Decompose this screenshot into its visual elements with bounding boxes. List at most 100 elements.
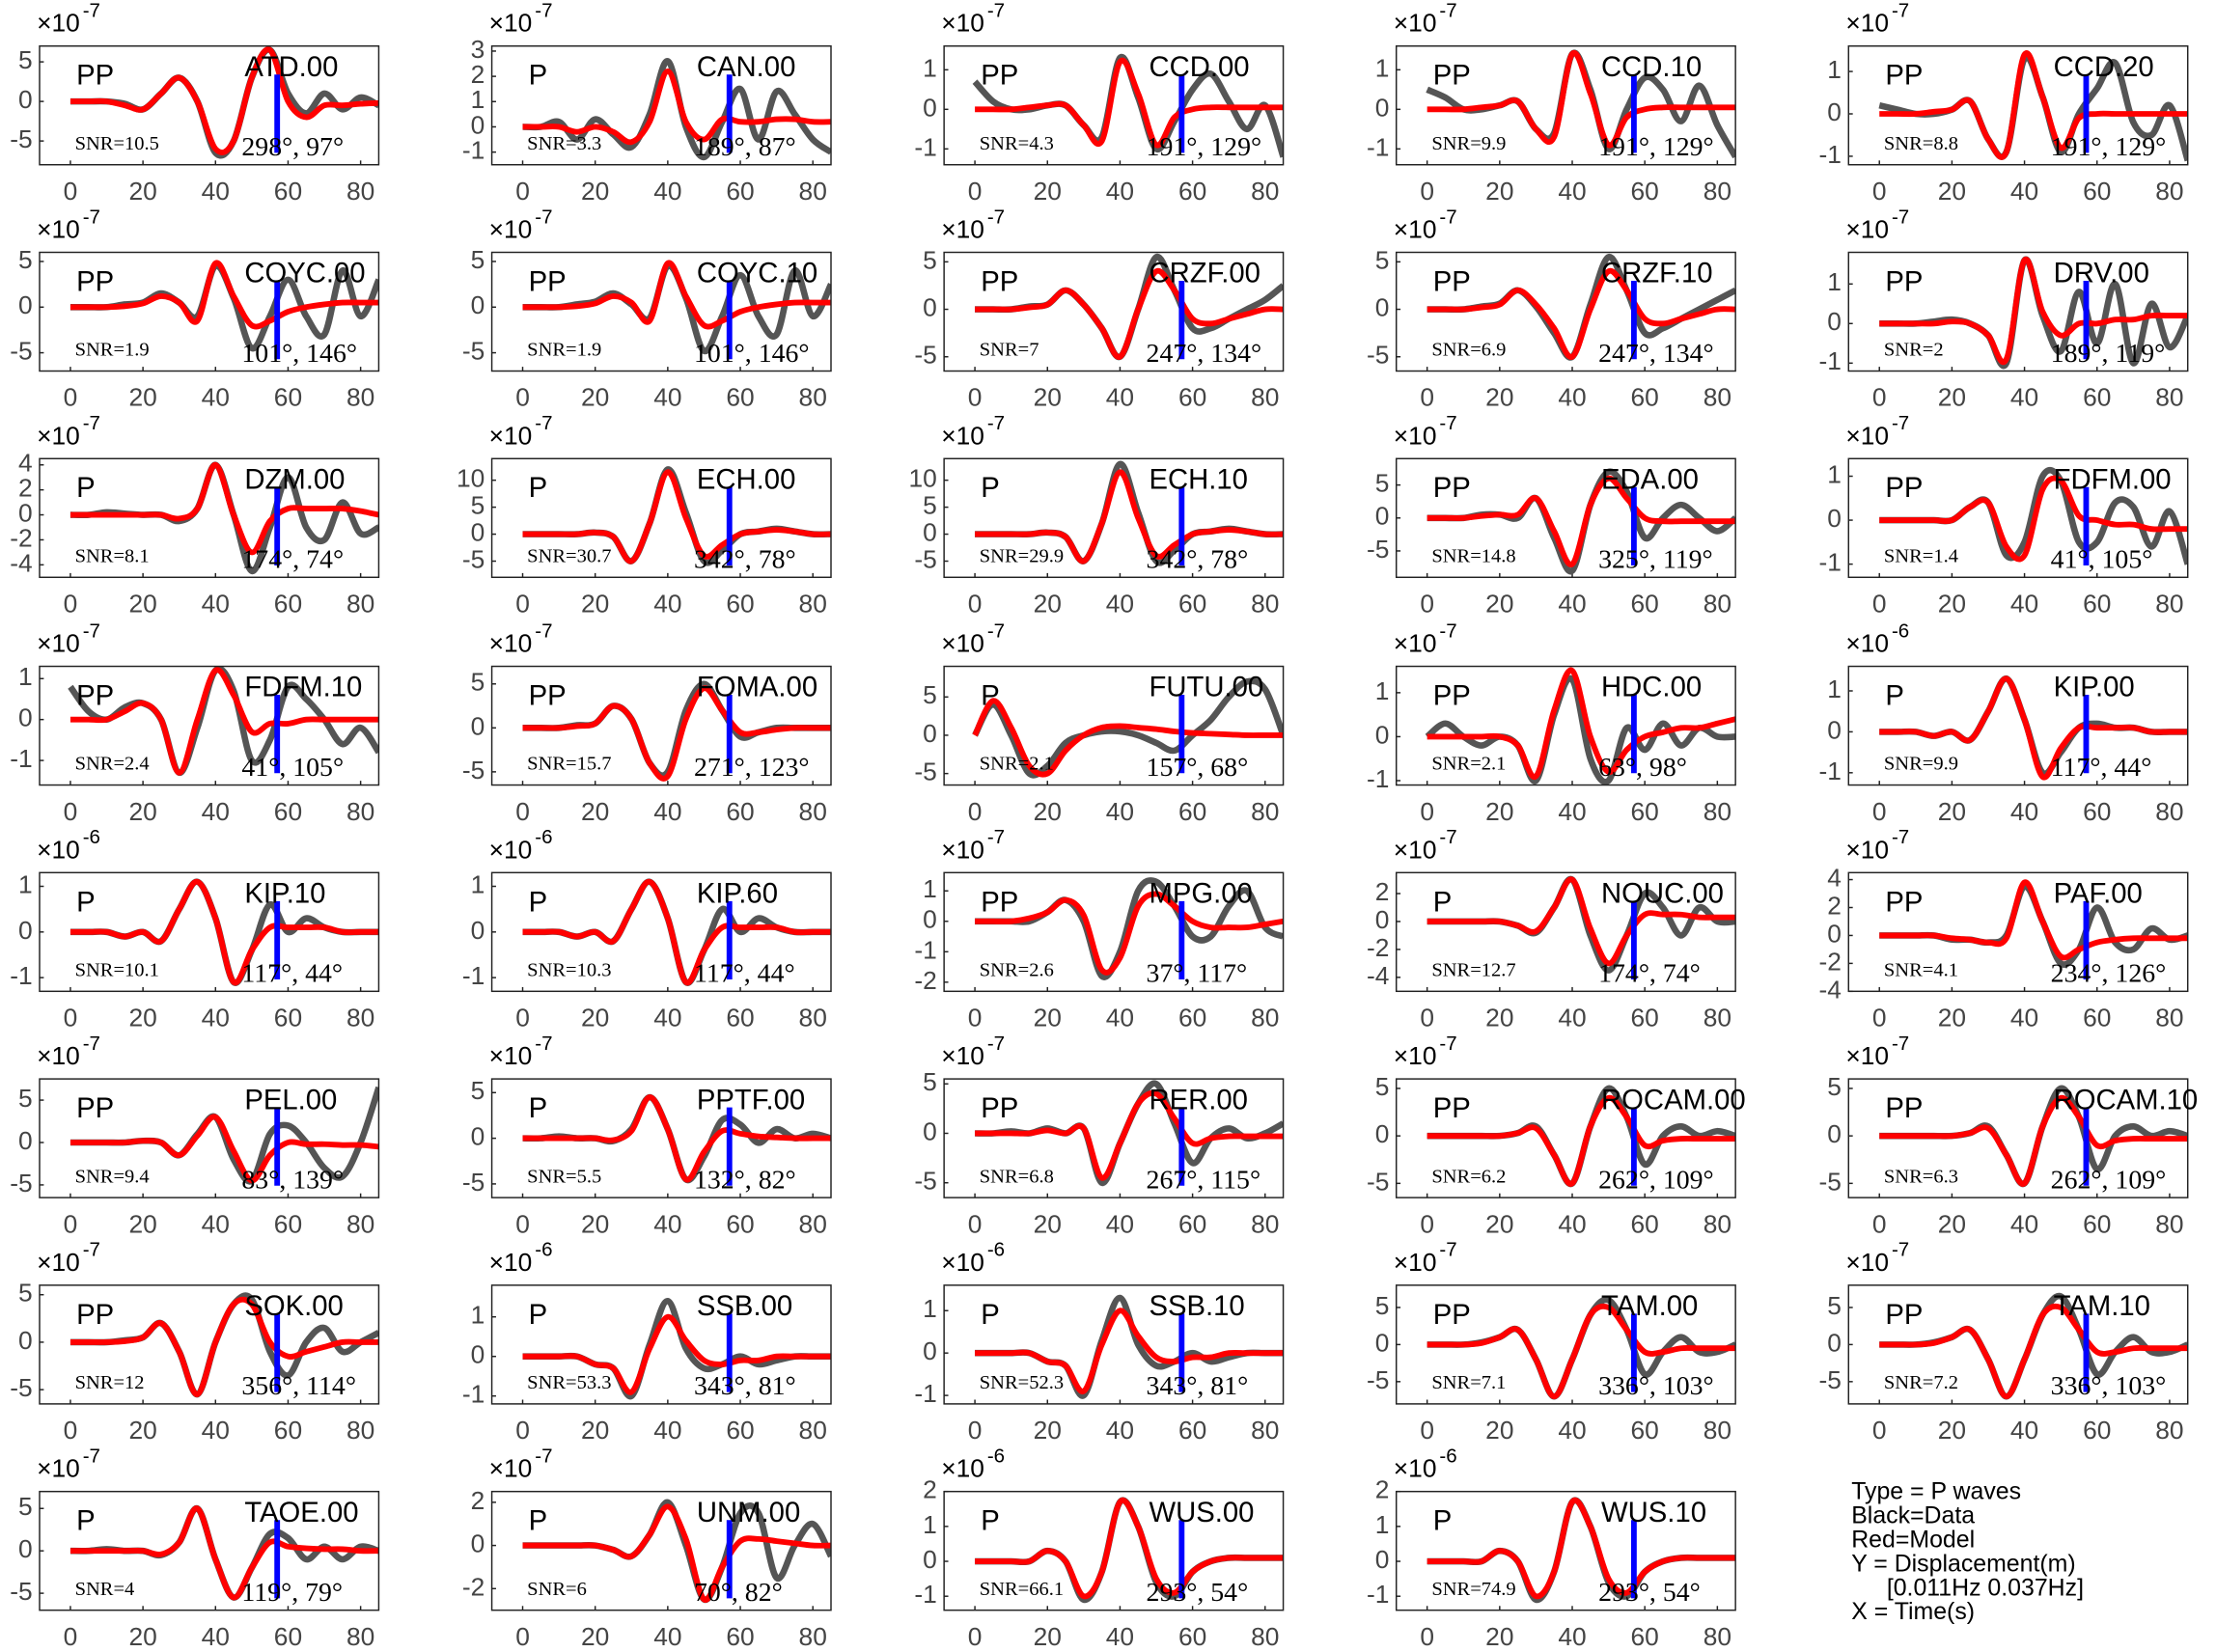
traces bbox=[69, 878, 379, 986]
multiplier-base: ×10 bbox=[1394, 214, 1437, 243]
y-multiplier: ×10 -6 bbox=[1845, 620, 1909, 658]
snr-label: SNR=8.8 bbox=[1884, 133, 1958, 154]
phase-label: P bbox=[1885, 679, 1904, 711]
y-tick-label: -5 bbox=[1367, 1167, 1389, 1196]
y-tick-label: -5 bbox=[1367, 341, 1389, 370]
y-tick-label: -5 bbox=[462, 1168, 485, 1197]
x-tick-label: 60 bbox=[1631, 177, 1659, 206]
panel: 0 20 40 60 80 -5 0 5×10 -7 P PPTF.00 SNR=5.5 132°, 8… bbox=[462, 1032, 832, 1238]
panel: 0 20 40 60 80 -5 0 5×10 -7 PP TAM.00 SNR=7.1 336°, 1… bbox=[1367, 1239, 1736, 1445]
phase-label: P bbox=[981, 679, 1000, 711]
x-tick-label: 60 bbox=[2083, 383, 2111, 412]
y-tick-label: 5 bbox=[18, 1084, 33, 1113]
traces bbox=[522, 878, 831, 986]
snr-label: SNR=1.9 bbox=[527, 340, 601, 361]
panel: 0 20 40 60 80 -1 0 1 2×10 -6 P WUS.10 SNR=74.9 293°, … bbox=[1367, 1446, 1736, 1651]
snr-label: SNR=2.1 bbox=[980, 754, 1054, 775]
multiplier-exponent: -7 bbox=[83, 0, 100, 22]
x-tick-label: 40 bbox=[1106, 590, 1134, 619]
model-trace bbox=[69, 46, 379, 155]
y-tick-label: 0 bbox=[1827, 1119, 1842, 1148]
x-tick-label: 0 bbox=[968, 1622, 983, 1651]
x-tick-label: 80 bbox=[346, 1416, 374, 1445]
x-tick-label: 60 bbox=[1631, 590, 1659, 619]
snr-label: SNR=29.9 bbox=[980, 545, 1064, 566]
y-tick-label: -5 bbox=[462, 756, 485, 785]
y-tick-label: 5 bbox=[1827, 1291, 1842, 1320]
multiplier-exponent: -7 bbox=[535, 1032, 552, 1055]
x-tick-label: 80 bbox=[2155, 1416, 2183, 1445]
x-tick-label: 40 bbox=[202, 1004, 230, 1032]
traces bbox=[522, 466, 831, 566]
y-multiplier: ×10 -7 bbox=[489, 1032, 553, 1070]
y-multiplier: ×10 -7 bbox=[1394, 827, 1457, 865]
x-tick-label: 60 bbox=[1631, 1416, 1659, 1445]
x-tick-label: 20 bbox=[128, 1416, 156, 1445]
x-tick-label: 60 bbox=[1178, 1209, 1206, 1238]
snr-label: SNR=6 bbox=[527, 1579, 587, 1600]
note-line: X = Time(s) bbox=[1851, 1598, 1975, 1625]
x-tick-label: 40 bbox=[1558, 797, 1586, 826]
y-tick-label: -1 bbox=[914, 935, 936, 964]
axes-frame bbox=[490, 251, 832, 372]
x-tick-label: 20 bbox=[1938, 1004, 1966, 1032]
y-tick-label: 1 bbox=[923, 874, 937, 903]
x-tick-label: 40 bbox=[653, 177, 681, 206]
phase-label: P bbox=[529, 1505, 548, 1537]
multiplier-exponent: -6 bbox=[535, 827, 552, 849]
y-multiplier: ×10 -7 bbox=[1394, 1032, 1457, 1070]
axes-frame bbox=[39, 1078, 380, 1198]
y-tick-label: 1 bbox=[923, 1510, 937, 1539]
x-tick-label: 40 bbox=[1558, 1004, 1586, 1032]
model-trace bbox=[522, 878, 831, 986]
x-tick-label: 80 bbox=[2155, 383, 2183, 412]
y-multiplier: ×10 -7 bbox=[1845, 1239, 1909, 1277]
snr-label: SNR=66.1 bbox=[980, 1579, 1064, 1600]
x-tick-label: 40 bbox=[653, 797, 681, 826]
y-tick-label: 0 bbox=[1375, 905, 1390, 934]
axes-frame bbox=[490, 1284, 832, 1405]
x-tick-label: 40 bbox=[1558, 383, 1586, 412]
phase-label: PP bbox=[76, 265, 114, 297]
multiplier-exponent: -7 bbox=[1439, 620, 1456, 643]
x-tick-label: 80 bbox=[1251, 1209, 1279, 1238]
x-tick-label: 80 bbox=[1704, 177, 1731, 206]
x-tick-label: 80 bbox=[799, 1004, 827, 1032]
model-trace bbox=[1427, 1303, 1736, 1400]
x-tick-label: 0 bbox=[515, 383, 530, 412]
station-label: TAOE.00 bbox=[244, 1497, 358, 1528]
y-tick-label: 0 bbox=[923, 719, 937, 748]
y-tick-label: 0 bbox=[471, 290, 485, 319]
multiplier-base: ×10 bbox=[489, 214, 533, 243]
x-tick-label: 60 bbox=[1178, 1416, 1206, 1445]
x-tick-label: 0 bbox=[968, 1416, 983, 1445]
axes-frame bbox=[1847, 665, 2189, 786]
snr-label: SNR=4.1 bbox=[1884, 960, 1958, 981]
y-multiplier: ×10 -7 bbox=[489, 206, 553, 244]
x-tick-label: 0 bbox=[968, 383, 983, 412]
x-tick-label: 20 bbox=[581, 1416, 609, 1445]
traces bbox=[975, 877, 1284, 980]
x-tick-label: 60 bbox=[1631, 797, 1659, 826]
x-tick-label: 0 bbox=[1872, 383, 1887, 412]
panel: 0 20 40 60 80 -5 0 5×10 -7 PP ROCAM.00 SNR=6.2 262°,… bbox=[1367, 1032, 1746, 1238]
panel: 0 20 40 60 80 -1 0 1×10 -7 PP HDC.00 SNR=2.1 63°, 98… bbox=[1367, 620, 1736, 826]
x-tick-label: 20 bbox=[128, 383, 156, 412]
y-multiplier: ×10 -7 bbox=[941, 413, 1005, 451]
multiplier-base: ×10 bbox=[37, 629, 80, 658]
x-tick-label: 40 bbox=[2010, 1209, 2038, 1238]
x-tick-label: 60 bbox=[726, 590, 754, 619]
phase-label: PP bbox=[76, 1299, 114, 1331]
x-tick-label: 0 bbox=[968, 177, 983, 206]
x-tick-label: 60 bbox=[1631, 383, 1659, 412]
model-trace bbox=[1427, 1094, 1736, 1187]
axes-frame bbox=[1395, 871, 1736, 993]
multiplier-base: ×10 bbox=[1845, 9, 1889, 38]
x-tick-label: 0 bbox=[968, 1209, 983, 1238]
x-tick-label: 20 bbox=[1938, 177, 1966, 206]
y-tick-label: -4 bbox=[10, 548, 32, 577]
y-tick-label: 10 bbox=[457, 464, 485, 493]
